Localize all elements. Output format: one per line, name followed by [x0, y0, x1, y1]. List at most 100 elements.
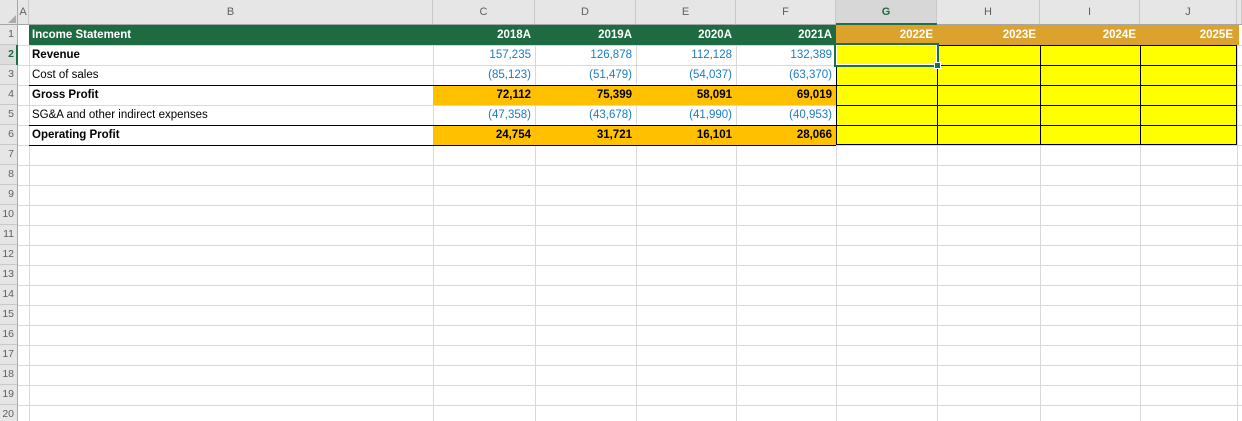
forecast-year-header-2022e[interactable]: 2022E — [899, 29, 933, 41]
subtotal-fill — [433, 85, 836, 105]
forecast-input-cell-i3[interactable] — [1040, 65, 1140, 85]
row-header-18[interactable]: 18 — [0, 365, 17, 385]
row-header-17[interactable]: 17 — [0, 345, 17, 365]
column-header-c[interactable]: C — [433, 0, 535, 24]
value-cell[interactable]: 112,128 — [691, 49, 732, 61]
value-cell[interactable]: 31,721 — [596, 129, 632, 141]
column-header-h[interactable]: H — [937, 0, 1040, 24]
row-label[interactable]: Revenue — [32, 49, 80, 61]
forecast-input-cell-i2[interactable] — [1040, 45, 1140, 65]
forecast-input-cell-i5[interactable] — [1040, 105, 1140, 125]
value-cell[interactable]: (43,678) — [589, 109, 632, 121]
forecast-input-cell-g4[interactable] — [836, 85, 937, 105]
row-header-4[interactable]: 4 — [0, 85, 17, 105]
title-strip — [29, 25, 836, 45]
row-header-6[interactable]: 6 — [0, 125, 17, 145]
forecast-input-cell-h3[interactable] — [937, 65, 1040, 85]
value-cell[interactable]: 69,019 — [796, 89, 832, 101]
gridline-vertical — [636, 25, 637, 421]
forecast-input-cell-j6[interactable] — [1140, 125, 1237, 145]
value-cell[interactable]: 157,235 — [489, 49, 531, 61]
column-header-j[interactable]: J — [1140, 0, 1237, 24]
value-cell[interactable]: (41,990) — [689, 109, 732, 121]
forecast-input-cell-h5[interactable] — [937, 105, 1040, 125]
row-header-5[interactable]: 5 — [0, 105, 17, 125]
row-header-9[interactable]: 9 — [0, 185, 17, 205]
row-header-19[interactable]: 19 — [0, 385, 17, 405]
row-header-12[interactable]: 12 — [0, 245, 17, 265]
select-all-triangle-icon — [8, 15, 16, 23]
forecast-year-header-2025e[interactable]: 2025E — [1199, 29, 1233, 41]
subtotal-fill — [433, 125, 836, 145]
forecast-input-cell-i6[interactable] — [1040, 125, 1140, 145]
row-header-16[interactable]: 16 — [0, 325, 17, 345]
row-header-2[interactable]: 2 — [0, 45, 17, 65]
row-header-10[interactable]: 10 — [0, 205, 17, 225]
forecast-input-cell-j4[interactable] — [1140, 85, 1237, 105]
forecast-input-cell-g6[interactable] — [836, 125, 937, 145]
gridline-horizontal — [18, 325, 1242, 326]
forecast-input-cell-h2[interactable] — [937, 45, 1040, 65]
gridline-vertical — [433, 25, 434, 421]
actual-year-header-2019a[interactable]: 2019A — [598, 29, 632, 41]
gridline-vertical — [937, 25, 938, 421]
row-label[interactable]: Gross Profit — [32, 89, 99, 101]
forecast-input-cell-h6[interactable] — [937, 125, 1040, 145]
gridline-vertical — [736, 25, 737, 421]
column-header-i[interactable]: I — [1040, 0, 1140, 24]
forecast-year-header-2023e[interactable]: 2023E — [1002, 29, 1036, 41]
row-header-15[interactable]: 15 — [0, 305, 17, 325]
column-header-e[interactable]: E — [636, 0, 736, 24]
row-header-1[interactable]: 1 — [0, 25, 17, 45]
row-header-11[interactable]: 11 — [0, 225, 17, 245]
forecast-input-cell-g3[interactable] — [836, 65, 937, 85]
forecast-input-cell-h4[interactable] — [937, 85, 1040, 105]
value-cell[interactable]: (51,479) — [589, 69, 632, 81]
value-cell[interactable]: 28,066 — [796, 129, 832, 141]
column-header-f[interactable]: F — [736, 0, 836, 24]
value-cell[interactable]: 16,101 — [696, 129, 732, 141]
value-cell[interactable]: 132,389 — [790, 49, 832, 61]
gridline-horizontal — [18, 285, 1242, 286]
row-label[interactable]: Cost of sales — [32, 69, 99, 81]
row-header-8[interactable]: 8 — [0, 165, 17, 185]
column-header-d[interactable]: D — [535, 0, 636, 24]
value-cell[interactable]: (40,953) — [789, 109, 832, 121]
section-border — [29, 85, 836, 86]
actual-year-header-2018a[interactable]: 2018A — [497, 29, 531, 41]
forecast-input-cell-j5[interactable] — [1140, 105, 1237, 125]
row-header-3[interactable]: 3 — [0, 65, 17, 85]
value-cell[interactable]: (47,358) — [488, 109, 531, 121]
value-cell[interactable]: (63,370) — [789, 69, 832, 81]
row-header-14[interactable]: 14 — [0, 285, 17, 305]
value-cell[interactable]: 75,399 — [596, 89, 632, 101]
select-all-button[interactable] — [0, 0, 18, 25]
value-cell[interactable]: 58,091 — [696, 89, 732, 101]
forecast-input-cell-j3[interactable] — [1140, 65, 1237, 85]
active-cell-border — [834, 43, 941, 69]
column-header-b[interactable]: B — [29, 0, 433, 24]
value-cell[interactable]: 126,878 — [590, 49, 632, 61]
forecast-input-cell-j2[interactable] — [1140, 45, 1237, 65]
row-header-13[interactable]: 13 — [0, 265, 17, 285]
value-cell[interactable]: 24,754 — [495, 129, 531, 141]
row-header-7[interactable]: 7 — [0, 145, 17, 165]
forecast-input-cell-i4[interactable] — [1040, 85, 1140, 105]
actual-year-header-2021a[interactable]: 2021A — [798, 29, 832, 41]
row-label[interactable]: SG&A and other indirect expenses — [32, 109, 208, 121]
value-cell[interactable]: (85,123) — [488, 69, 531, 81]
row-label[interactable]: Operating Profit — [32, 129, 120, 141]
forecast-year-header-2024e[interactable]: 2024E — [1102, 29, 1136, 41]
row-header-20[interactable]: 20 — [0, 405, 17, 421]
actual-year-header-2020a[interactable]: 2020A — [698, 29, 732, 41]
fill-handle[interactable] — [934, 62, 941, 69]
forecast-input-cell-g5[interactable] — [836, 105, 937, 125]
column-header-g[interactable]: G — [836, 0, 937, 24]
gridline-horizontal — [18, 345, 1242, 346]
value-cell[interactable]: (54,037) — [689, 69, 732, 81]
value-cell[interactable]: 72,112 — [496, 89, 531, 101]
selected-row-indicator — [16, 45, 18, 65]
column-header-a[interactable]: A — [18, 0, 29, 24]
